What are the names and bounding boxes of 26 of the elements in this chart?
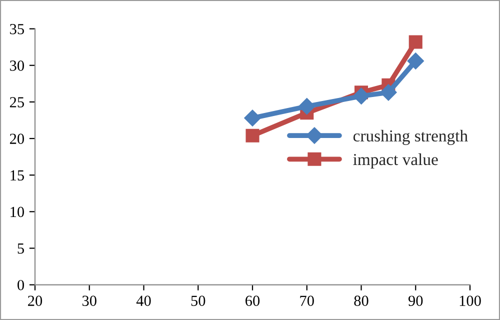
- legend-label: impact value: [353, 153, 438, 169]
- x-tick-label: 60: [246, 296, 260, 306]
- x-tick-label: 20: [28, 296, 42, 306]
- point: [380, 84, 397, 101]
- y-tick-label: 10: [10, 206, 24, 218]
- legend-label: crushing strength: [353, 130, 468, 145]
- y-tick-label: 25: [10, 97, 24, 108]
- x-tick-label: 70: [300, 296, 314, 306]
- x-tick-label: 50: [191, 296, 206, 306]
- y-tick-label: 35: [10, 24, 24, 34]
- y-tick-label: 5: [18, 244, 24, 254]
- x-tick-label: 100: [460, 296, 481, 306]
- point: [298, 98, 316, 115]
- x-tick-label: 40: [136, 296, 151, 306]
- point: [408, 35, 422, 49]
- x-tick-label: 30: [82, 296, 96, 306]
- x-tick-label: 90: [408, 296, 423, 306]
- y-tick-label: 15: [10, 170, 24, 181]
- y-tick-label: 20: [10, 134, 24, 144]
- point: [246, 128, 260, 142]
- x-tick-label: 80: [354, 296, 368, 306]
- point: [352, 88, 370, 104]
- y-tick-label: 30: [10, 60, 24, 71]
- point: [244, 110, 261, 126]
- y-tick-label: 0: [18, 280, 24, 290]
- point: [407, 52, 424, 70]
